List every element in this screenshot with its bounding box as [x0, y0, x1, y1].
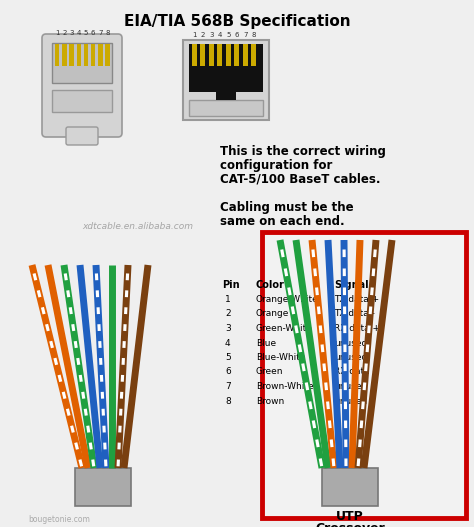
Bar: [189, 44, 263, 92]
FancyBboxPatch shape: [66, 127, 98, 145]
Bar: [62, 44, 67, 66]
Text: 6: 6: [91, 30, 95, 36]
Text: unused: unused: [334, 396, 367, 405]
Text: 7: 7: [243, 32, 248, 38]
Text: 6: 6: [235, 32, 239, 38]
Bar: [52, 43, 112, 83]
Text: Color: Color: [256, 280, 285, 290]
Text: 3: 3: [225, 324, 231, 333]
Bar: [216, 92, 236, 100]
Text: xdtcable.en.alibaba.com: xdtcable.en.alibaba.com: [82, 222, 193, 231]
Text: 4: 4: [225, 338, 231, 347]
Text: Green: Green: [256, 367, 283, 376]
Text: RX data +: RX data +: [334, 324, 380, 333]
Text: unused: unused: [334, 338, 367, 347]
Text: This is the correct wiring: This is the correct wiring: [220, 145, 386, 158]
Text: Brown: Brown: [256, 396, 284, 405]
Text: unused: unused: [334, 382, 367, 391]
Bar: [226, 44, 231, 66]
Bar: [75, 468, 131, 506]
Bar: [192, 44, 197, 66]
Text: 5: 5: [84, 30, 88, 36]
Text: 1: 1: [55, 30, 60, 36]
Text: 2: 2: [225, 309, 231, 318]
Bar: [189, 100, 263, 116]
Text: bougetonie.com: bougetonie.com: [28, 515, 90, 524]
Text: 3: 3: [209, 32, 214, 38]
FancyBboxPatch shape: [42, 34, 122, 137]
Bar: [77, 44, 81, 66]
Text: Blue: Blue: [256, 338, 276, 347]
Text: RX data -: RX data -: [334, 367, 376, 376]
Bar: [235, 44, 239, 66]
Text: Cabling must be the: Cabling must be the: [220, 201, 354, 214]
Text: Orange-White: Orange-White: [256, 295, 319, 304]
Bar: [218, 44, 222, 66]
Bar: [262, 232, 466, 518]
Bar: [105, 44, 110, 66]
Text: 8: 8: [225, 396, 231, 405]
Text: TX data -: TX data -: [334, 309, 375, 318]
Text: Brown-White: Brown-White: [256, 382, 314, 391]
Bar: [52, 90, 112, 112]
Text: 5: 5: [225, 353, 231, 362]
Bar: [183, 40, 269, 120]
Bar: [252, 44, 256, 66]
Text: CAT-5/100 BaseT cables.: CAT-5/100 BaseT cables.: [220, 173, 381, 186]
Text: Crossover: Crossover: [315, 522, 385, 527]
Text: same on each end.: same on each end.: [220, 215, 345, 228]
Text: 4: 4: [77, 30, 81, 36]
Bar: [201, 44, 206, 66]
Text: unused: unused: [334, 353, 367, 362]
Text: 2: 2: [201, 32, 205, 38]
Text: EIA/TIA 568B Specification: EIA/TIA 568B Specification: [124, 14, 350, 29]
Bar: [322, 468, 378, 506]
Text: 8: 8: [105, 30, 110, 36]
Bar: [243, 44, 248, 66]
Text: Blue-White: Blue-White: [256, 353, 306, 362]
Bar: [98, 44, 103, 66]
Text: Green-White: Green-White: [256, 324, 313, 333]
Text: Pin: Pin: [222, 280, 240, 290]
Text: 1: 1: [225, 295, 231, 304]
Text: 2: 2: [62, 30, 67, 36]
Text: 5: 5: [226, 32, 231, 38]
Bar: [84, 44, 88, 66]
Text: 4: 4: [218, 32, 222, 38]
Text: Orange: Orange: [256, 309, 289, 318]
Text: UTP: UTP: [336, 510, 364, 523]
Bar: [55, 44, 60, 66]
Text: Signal: Signal: [334, 280, 369, 290]
Text: 7: 7: [98, 30, 103, 36]
Text: 3: 3: [69, 30, 74, 36]
Text: 6: 6: [225, 367, 231, 376]
Text: configuration for: configuration for: [220, 159, 332, 172]
Text: 8: 8: [252, 32, 256, 38]
Text: 1: 1: [192, 32, 197, 38]
Text: 7: 7: [225, 382, 231, 391]
Bar: [91, 44, 95, 66]
Bar: [209, 44, 214, 66]
Text: TX data +: TX data +: [334, 295, 379, 304]
Bar: [69, 44, 74, 66]
